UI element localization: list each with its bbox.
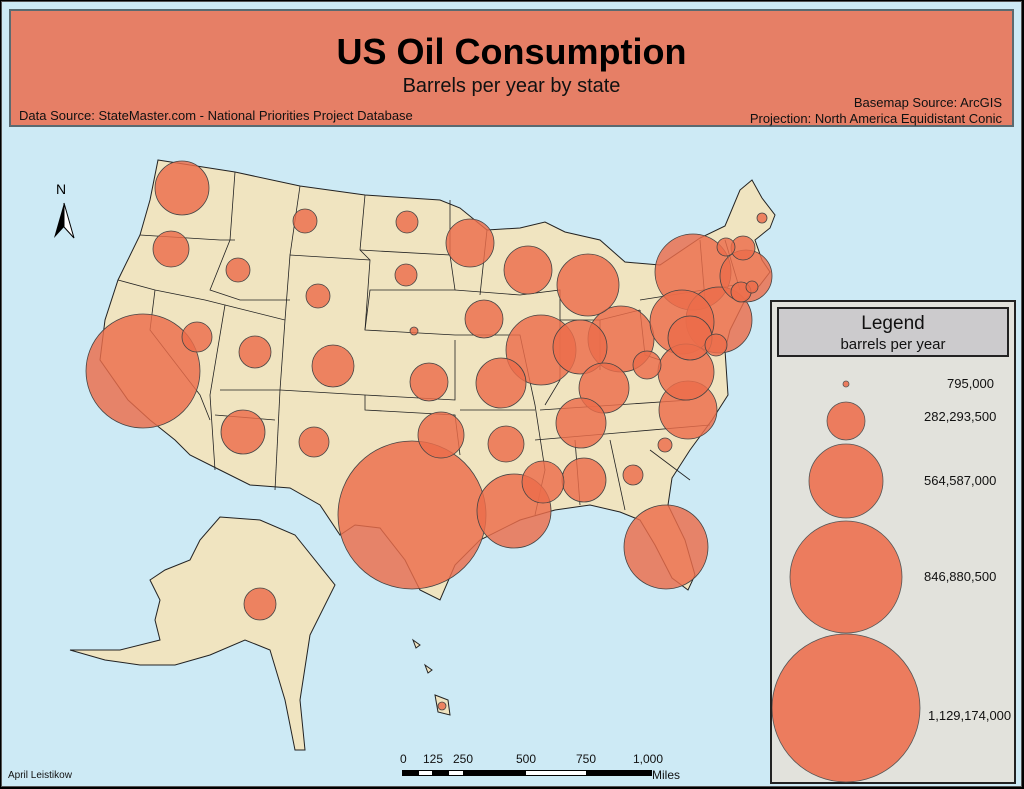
- oil-symbol-mo: [475, 357, 527, 409]
- scale-tick-750: 750: [576, 752, 597, 766]
- north-label: N: [56, 181, 67, 197]
- oil-symbol-wv: [632, 350, 662, 380]
- oil-symbol-ks: [409, 362, 449, 402]
- legend-label-4: 846,880,500: [924, 569, 997, 584]
- oil-symbol-de: [704, 333, 728, 357]
- legend-symbol-3: [808, 443, 884, 519]
- map-subtitle: Barrels per year by state: [402, 75, 621, 97]
- legend-label-2: 282,293,500: [924, 409, 997, 424]
- oil-symbol-or: [152, 230, 190, 268]
- oil-symbol-sd: [394, 263, 418, 287]
- oil-symbol-ca: [85, 313, 201, 429]
- oil-symbol-ar: [487, 425, 525, 463]
- oil-symbol-ga: [622, 464, 644, 486]
- north-arrow-icon: [54, 202, 75, 239]
- oil-symbol-mt: [292, 208, 318, 234]
- scale-unit: Miles: [652, 768, 681, 782]
- legend-label-5: 1,129,174,000: [928, 708, 1012, 723]
- oil-symbol-ak: [243, 587, 277, 621]
- oil-symbol-az: [220, 409, 266, 455]
- oil-symbol-mi: [556, 253, 620, 317]
- scale-tick-500: 500: [516, 752, 537, 766]
- oil-symbols: [85, 160, 773, 711]
- legend-symbols: [772, 380, 921, 783]
- oil-symbol-ia: [464, 299, 504, 339]
- legend-panel: Legend barrels per year 795,000 282,293,…: [770, 300, 1016, 784]
- legend-label-1: 795,000: [947, 376, 994, 391]
- oil-symbol-sc: [657, 437, 673, 453]
- scale-bar: 0 125 250 500 750 1,000 Miles: [400, 752, 700, 782]
- legend-subtitle: barrels per year: [840, 336, 946, 353]
- scale-tick-1000: 1,000: [633, 752, 664, 766]
- oil-symbol-ok: [417, 411, 465, 459]
- scale-tick-125: 125: [423, 752, 444, 766]
- oil-symbol-ne: [409, 326, 419, 336]
- oil-symbol-co: [311, 344, 355, 388]
- legend-title: Legend: [861, 313, 925, 334]
- oil-symbol-hi: [437, 701, 447, 711]
- oil-symbol-nd: [395, 210, 419, 234]
- alaska-shape: [69, 516, 336, 751]
- oil-symbol-vt: [716, 237, 736, 257]
- oil-symbol-tn: [555, 397, 607, 449]
- oil-symbol-ut: [238, 335, 272, 369]
- basemap-info: Basemap Source: ArcGIS Projection: North…: [750, 95, 1002, 127]
- oil-symbol-tx: [337, 440, 487, 590]
- oil-symbol-id: [225, 257, 251, 283]
- legend-header: Legend barrels per year: [777, 307, 1009, 357]
- legend-symbol-1: [842, 380, 850, 388]
- oil-symbol-fl: [623, 504, 709, 590]
- legend-symbol-2: [826, 401, 866, 441]
- map-title: US Oil Consumption: [336, 31, 687, 72]
- title-banner: US Oil Consumption Barrels per year by s…: [9, 9, 1014, 127]
- oil-symbol-md: [667, 315, 713, 361]
- oil-symbol-ms: [521, 460, 565, 504]
- oil-symbol-wa: [154, 160, 210, 216]
- legend-symbol-4: [789, 520, 903, 634]
- scale-bar-graphic: [402, 770, 652, 776]
- oil-symbol-in: [552, 319, 608, 375]
- oil-symbol-me: [756, 212, 768, 224]
- scale-tick-250: 250: [453, 752, 474, 766]
- oil-symbol-mn: [445, 218, 495, 268]
- legend-label-3: 564,587,000: [924, 473, 997, 488]
- author-credit: April Leistikow: [8, 770, 72, 781]
- data-source-text: Data Source: StateMaster.com - National …: [19, 108, 413, 123]
- legend-symbol-5: [772, 633, 921, 783]
- oil-symbol-wi: [503, 245, 553, 295]
- oil-symbol-nv: [181, 321, 213, 353]
- oil-symbol-al: [561, 457, 607, 503]
- basemap-source-text: Basemap Source: ArcGIS: [853, 95, 1002, 110]
- projection-text: Projection: North America Equidistant Co…: [749, 111, 1002, 126]
- oil-symbol-nm: [298, 426, 330, 458]
- oil-symbol-wy: [305, 283, 331, 309]
- oil-symbol-ri: [745, 280, 759, 294]
- scale-tick-0: 0: [400, 752, 407, 766]
